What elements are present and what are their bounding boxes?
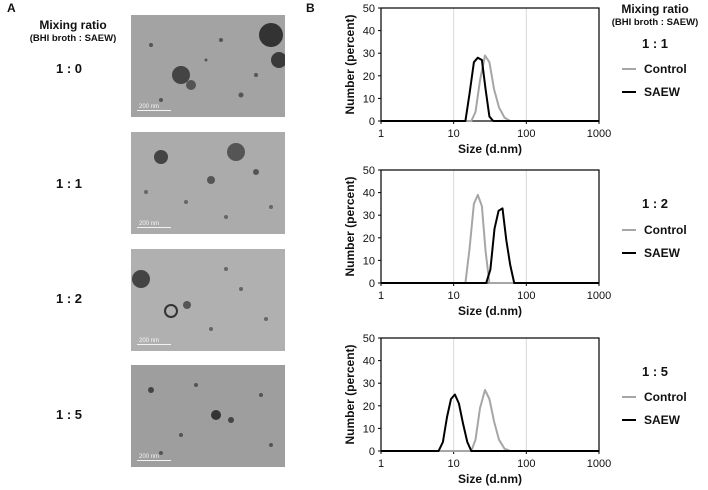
saew-series-line <box>381 56 599 122</box>
ratio-label-1-0: 1 : 0 <box>55 61 82 76</box>
y-axis-title: Number (percent) <box>343 344 357 444</box>
scale-bar-label: 200 nm <box>139 338 160 344</box>
legend-saew-swatch <box>622 419 636 421</box>
legend-1: Control SAEW <box>622 62 687 99</box>
mixing-ratio-header: Mixing ratio (BHI broth : SAEW) <box>18 18 128 46</box>
y-tick-label: 40 <box>363 26 375 38</box>
y-tick-label: 0 <box>369 116 375 128</box>
legend-saew: SAEW <box>622 85 687 99</box>
y-tick-label: 30 <box>363 378 375 390</box>
x-tick-label: 1 <box>378 290 384 302</box>
x-axis-title: Size (d.nm) <box>458 142 522 156</box>
legend-control-label: Control <box>644 62 687 76</box>
scale-bar <box>137 460 171 461</box>
mixing-ratio-title-b: Mixing ratio <box>621 2 689 16</box>
plot-frame <box>380 7 600 122</box>
y-tick-label: 20 <box>363 401 375 413</box>
control-series-line <box>381 389 599 452</box>
mixing-ratio-subtitle: (BHI broth : SAEW) <box>29 33 117 44</box>
scale-bar <box>137 227 171 228</box>
x-tick-label: 100 <box>517 458 535 470</box>
saew-series-line <box>381 207 599 284</box>
y-tick-label: 0 <box>369 446 375 458</box>
y-tick-label: 50 <box>363 165 375 177</box>
x-tick-label: 1000 <box>587 458 611 470</box>
y-axis-title: Number (percent) <box>343 14 357 114</box>
x-tick-label: 1 <box>378 458 384 470</box>
legend-saew: SAEW <box>622 246 687 260</box>
y-tick-label: 10 <box>363 255 375 267</box>
scale-bar <box>137 344 171 345</box>
legend-control-label: Control <box>644 223 687 237</box>
x-axis-title: Size (d.nm) <box>458 472 522 486</box>
control-series-line <box>381 193 599 284</box>
y-tick-label: 40 <box>363 356 375 368</box>
panel-label-b: B <box>306 1 315 15</box>
scale-bar <box>137 110 171 111</box>
y-tick-label: 0 <box>369 278 375 290</box>
x-tick-label: 1000 <box>587 290 611 302</box>
y-tick-label: 20 <box>363 233 375 245</box>
y-tick-label: 10 <box>363 423 375 435</box>
micrograph-texture <box>131 15 285 117</box>
saew-series-line <box>381 393 599 452</box>
legend-saew-swatch <box>622 252 636 254</box>
scale-bar-label: 200 nm <box>139 104 160 110</box>
x-axis-title: Size (d.nm) <box>458 304 522 318</box>
mixing-ratio-header-b: Mixing ratio (BHI broth : SAEW) <box>600 2 708 30</box>
legend-control-swatch <box>622 68 636 70</box>
legend-saew: SAEW <box>622 413 687 427</box>
legend-saew-label: SAEW <box>644 413 680 427</box>
mixing-ratio-subtitle-b: (BHI broth : SAEW) <box>611 17 699 28</box>
ratio-label-1-1: 1 : 1 <box>55 176 82 191</box>
x-tick-label: 1000 <box>587 128 611 140</box>
legend-saew-label: SAEW <box>644 246 680 260</box>
ratio-label-1-2: 1 : 2 <box>55 291 82 306</box>
legend-control-label: Control <box>644 390 687 404</box>
x-tick-label: 1 <box>378 128 384 140</box>
mixing-ratio-title: Mixing ratio <box>39 18 107 32</box>
y-tick-label: 50 <box>363 333 375 345</box>
legend-control-swatch <box>622 229 636 231</box>
tem-micrograph-1-5: 200 nm <box>131 365 285 467</box>
legend-control: Control <box>622 390 687 404</box>
plot-frame <box>380 337 600 452</box>
legend-2: Control SAEW <box>622 223 687 260</box>
tem-micrograph-1-0: 200 nm <box>131 15 285 117</box>
x-tick-label: 10 <box>448 290 460 302</box>
legend-3: Control SAEW <box>622 390 687 427</box>
legend-control-swatch <box>622 396 636 398</box>
chart-2-ratio-label: 1 : 2 <box>642 196 669 211</box>
y-tick-label: 30 <box>363 48 375 60</box>
x-tick-label: 100 <box>517 128 535 140</box>
tem-micrograph-1-1: 200 nm <box>131 132 285 234</box>
ratio-label-1-5: 1 : 5 <box>55 407 82 422</box>
x-tick-label: 100 <box>517 290 535 302</box>
micrograph-texture <box>131 249 285 351</box>
y-tick-label: 50 <box>363 3 375 15</box>
y-tick-label: 30 <box>363 210 375 222</box>
y-tick-label: 40 <box>363 188 375 200</box>
scale-bar-label: 200 nm <box>139 221 160 227</box>
micrograph-texture <box>131 365 285 467</box>
legend-saew-swatch <box>622 91 636 93</box>
y-axis-title: Number (percent) <box>343 176 357 276</box>
chart-3-ratio-label: 1 : 5 <box>642 364 669 379</box>
y-tick-label: 20 <box>363 71 375 83</box>
legend-control: Control <box>622 223 687 237</box>
x-tick-label: 10 <box>448 128 460 140</box>
legend-saew-label: SAEW <box>644 85 680 99</box>
control-series-line <box>381 54 599 122</box>
y-tick-label: 10 <box>363 93 375 105</box>
scale-bar-label: 200 nm <box>139 454 160 460</box>
legend-control: Control <box>622 62 687 76</box>
micrograph-texture <box>131 132 285 234</box>
panel-label-a: A <box>7 1 16 15</box>
chart-1-ratio-label: 1 : 1 <box>642 36 669 51</box>
x-tick-label: 10 <box>448 458 460 470</box>
tem-micrograph-1-2: 200 nm <box>131 249 285 351</box>
